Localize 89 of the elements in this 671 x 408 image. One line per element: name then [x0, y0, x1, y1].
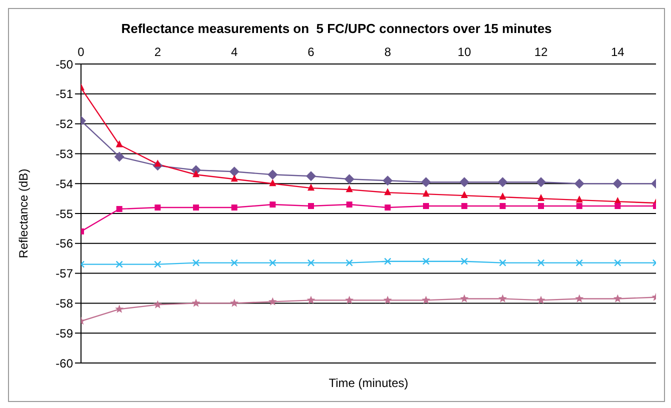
- x-tick-label: 12: [534, 45, 548, 59]
- y-axis-title: Reflectance (dB): [16, 168, 30, 258]
- point: [154, 260, 162, 268]
- point: [269, 179, 276, 186]
- y-tick-label: -52: [56, 117, 74, 132]
- y-tick-label: -51: [56, 87, 74, 102]
- point: [231, 204, 238, 211]
- point: [614, 203, 621, 210]
- point: [498, 294, 507, 302]
- point: [308, 203, 314, 210]
- point: [270, 202, 276, 208]
- point: [460, 258, 468, 265]
- point: [382, 176, 393, 186]
- point: [500, 203, 506, 210]
- point: [384, 188, 392, 196]
- point: [346, 185, 353, 192]
- point: [538, 194, 544, 202]
- point: [268, 297, 277, 306]
- y-tick-label: -53: [56, 146, 74, 161]
- y-tick-label: -55: [56, 206, 74, 221]
- point: [384, 204, 391, 211]
- x-tick-label: 14: [610, 45, 625, 59]
- x-tick-label: 0: [78, 45, 85, 59]
- x-tick-label: 2: [154, 45, 162, 59]
- y-tick-label: -54: [56, 176, 74, 191]
- point: [574, 178, 584, 189]
- point: [153, 300, 162, 308]
- chart-title: Reflectance measurements on 5 FC/UPC connectors over 15 minutes: [120, 21, 553, 36]
- x-tick-label: 8: [384, 45, 392, 59]
- point: [575, 294, 584, 302]
- point: [230, 174, 238, 182]
- y-tick-label: -59: [56, 326, 74, 340]
- point: [307, 259, 315, 266]
- point: [383, 296, 392, 304]
- point: [576, 196, 583, 203]
- point: [269, 259, 276, 266]
- y-tick-label: -50: [56, 57, 74, 72]
- point: [116, 206, 122, 212]
- point: [115, 304, 124, 313]
- point: [229, 166, 240, 177]
- point: [421, 177, 431, 188]
- point: [345, 296, 354, 304]
- point: [306, 171, 316, 182]
- x-tick-label: 10: [458, 45, 472, 59]
- point: [346, 259, 353, 266]
- point: [460, 294, 469, 302]
- y-tick-label: -58: [56, 296, 74, 310]
- point: [461, 203, 468, 210]
- point: [536, 177, 546, 188]
- point: [346, 202, 352, 208]
- y-tick-label: -60: [56, 356, 74, 370]
- point: [459, 177, 470, 188]
- point: [537, 259, 545, 266]
- x-tick-label: 6: [308, 45, 315, 59]
- point: [192, 170, 200, 178]
- point: [192, 298, 200, 307]
- x-tick-label: 4: [230, 45, 238, 59]
- point: [576, 259, 583, 266]
- point: [116, 140, 123, 148]
- point: [154, 204, 161, 211]
- point: [538, 203, 544, 210]
- point: [268, 170, 278, 180]
- point: [193, 204, 199, 211]
- point: [230, 298, 239, 307]
- point: [230, 259, 238, 266]
- point: [613, 294, 622, 302]
- point: [114, 152, 124, 162]
- point: [422, 296, 430, 304]
- point: [192, 259, 200, 266]
- point: [344, 174, 354, 184]
- y-tick-label: -57: [56, 266, 74, 281]
- point: [422, 258, 430, 265]
- point: [154, 160, 162, 167]
- x-axis-title: Time (minutes): [328, 376, 408, 390]
- point: [498, 177, 508, 188]
- point: [576, 203, 582, 210]
- point: [308, 184, 314, 191]
- point: [460, 191, 468, 198]
- y-tick-label: -56: [56, 236, 74, 251]
- point: [384, 258, 392, 265]
- point: [499, 259, 506, 266]
- point: [499, 192, 506, 200]
- point: [614, 259, 622, 266]
- point: [423, 203, 429, 210]
- point: [306, 296, 316, 304]
- point: [116, 260, 123, 268]
- point: [612, 178, 623, 189]
- point: [536, 296, 546, 304]
- point: [422, 190, 430, 197]
